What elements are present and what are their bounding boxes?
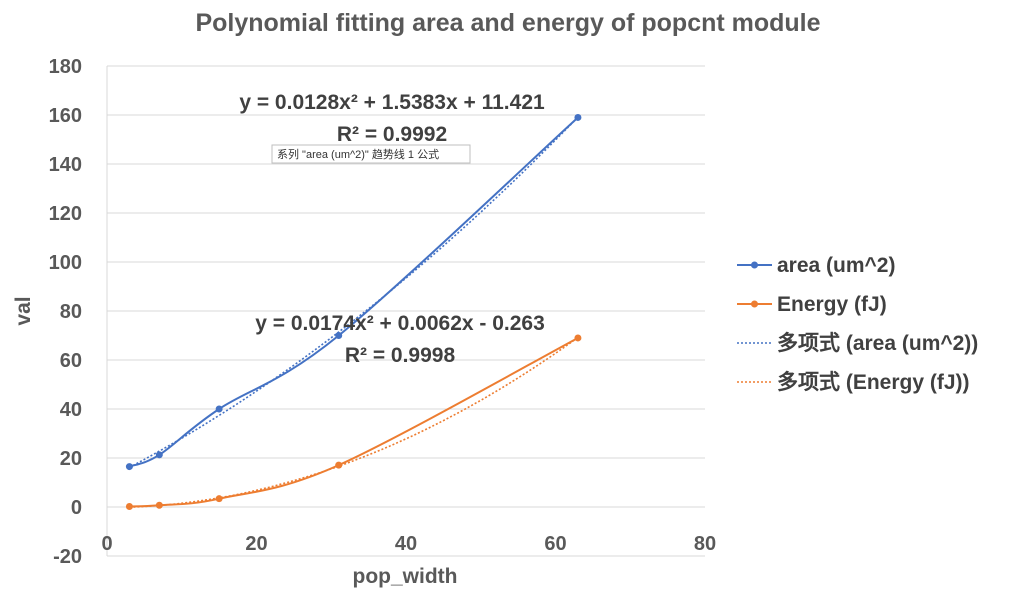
chart-title: Polynomial fitting area and energy of po… — [195, 9, 820, 37]
y-tick-label: 80 — [60, 301, 82, 323]
data-point — [155, 501, 163, 509]
tooltip-text: 系列 "area (um^2)" 趋势线 1 公式 — [277, 147, 439, 161]
data-point — [335, 461, 343, 469]
x-tick-label: 80 — [694, 533, 716, 555]
trendline — [129, 336, 579, 508]
y-tick-label: 0 — [71, 497, 82, 519]
gridlines — [106, 65, 705, 557]
data-point — [574, 113, 582, 121]
data-point — [125, 503, 133, 511]
tooltip-box — [271, 144, 471, 164]
legend-label: 多项式 (area (um^2)) — [777, 331, 978, 355]
trendline-tooltip: 系列 "area (um^2)" 趋势线 1 公式 — [271, 144, 471, 164]
trendline-equation: y = 0.0174x² + 0.0062x - 0.263 — [255, 312, 545, 335]
trendline-r-squared: R² = 0.9992 — [337, 123, 447, 146]
y-tick-label: 160 — [49, 105, 82, 127]
y-tick-label: 100 — [49, 252, 82, 274]
data-point — [155, 451, 163, 459]
series-line — [129, 116, 579, 468]
trendlines — [129, 116, 579, 508]
data-point — [215, 405, 223, 413]
legend-label: area (um^2) — [777, 254, 895, 277]
y-tick-label: 60 — [60, 350, 82, 372]
trendline — [129, 116, 579, 469]
y-tick-label: 180 — [49, 56, 82, 78]
trendline-equations[interactable]: y = 0.0128x² + 1.5383x + 11.421 R² = 0.99… — [239, 91, 545, 367]
data-point — [125, 463, 133, 471]
data-point — [335, 332, 343, 339]
x-tick-label: 40 — [395, 533, 417, 555]
y-tick-label: 20 — [60, 448, 82, 470]
trendline-equation: y = 0.0128x² + 1.5383x + 11.421 — [239, 91, 545, 114]
data-point — [574, 334, 582, 342]
y-tick-labels: -20 0 20 40 60 80 100 120 140 160 180 — [49, 56, 82, 568]
data-point — [215, 495, 223, 503]
x-tick-label: 0 — [101, 533, 112, 555]
legend-marker — [751, 300, 758, 308]
legend-label: 多项式 (Energy (fJ)) — [777, 370, 970, 394]
legend-marker — [751, 261, 758, 269]
y-tick-label: 120 — [49, 203, 82, 225]
legend[interactable]: area (um^2) Energy (fJ) 多项式 (area (um^2)) 多… — [737, 254, 978, 394]
x-tick-labels: 0 20 40 60 80 — [101, 533, 716, 555]
data-series — [125, 113, 582, 511]
legend-label: Energy (fJ) — [777, 293, 887, 316]
y-tick-label: -20 — [53, 546, 82, 568]
x-tick-label: 20 — [245, 533, 267, 555]
y-tick-label: 140 — [49, 154, 82, 176]
trendline-r-squared: R² = 0.9998 — [345, 344, 456, 367]
y-axis-label: val — [12, 296, 35, 325]
y-tick-label: 40 — [60, 399, 82, 421]
x-tick-label: 60 — [544, 533, 566, 555]
x-axis-label: pop_width — [353, 565, 458, 588]
